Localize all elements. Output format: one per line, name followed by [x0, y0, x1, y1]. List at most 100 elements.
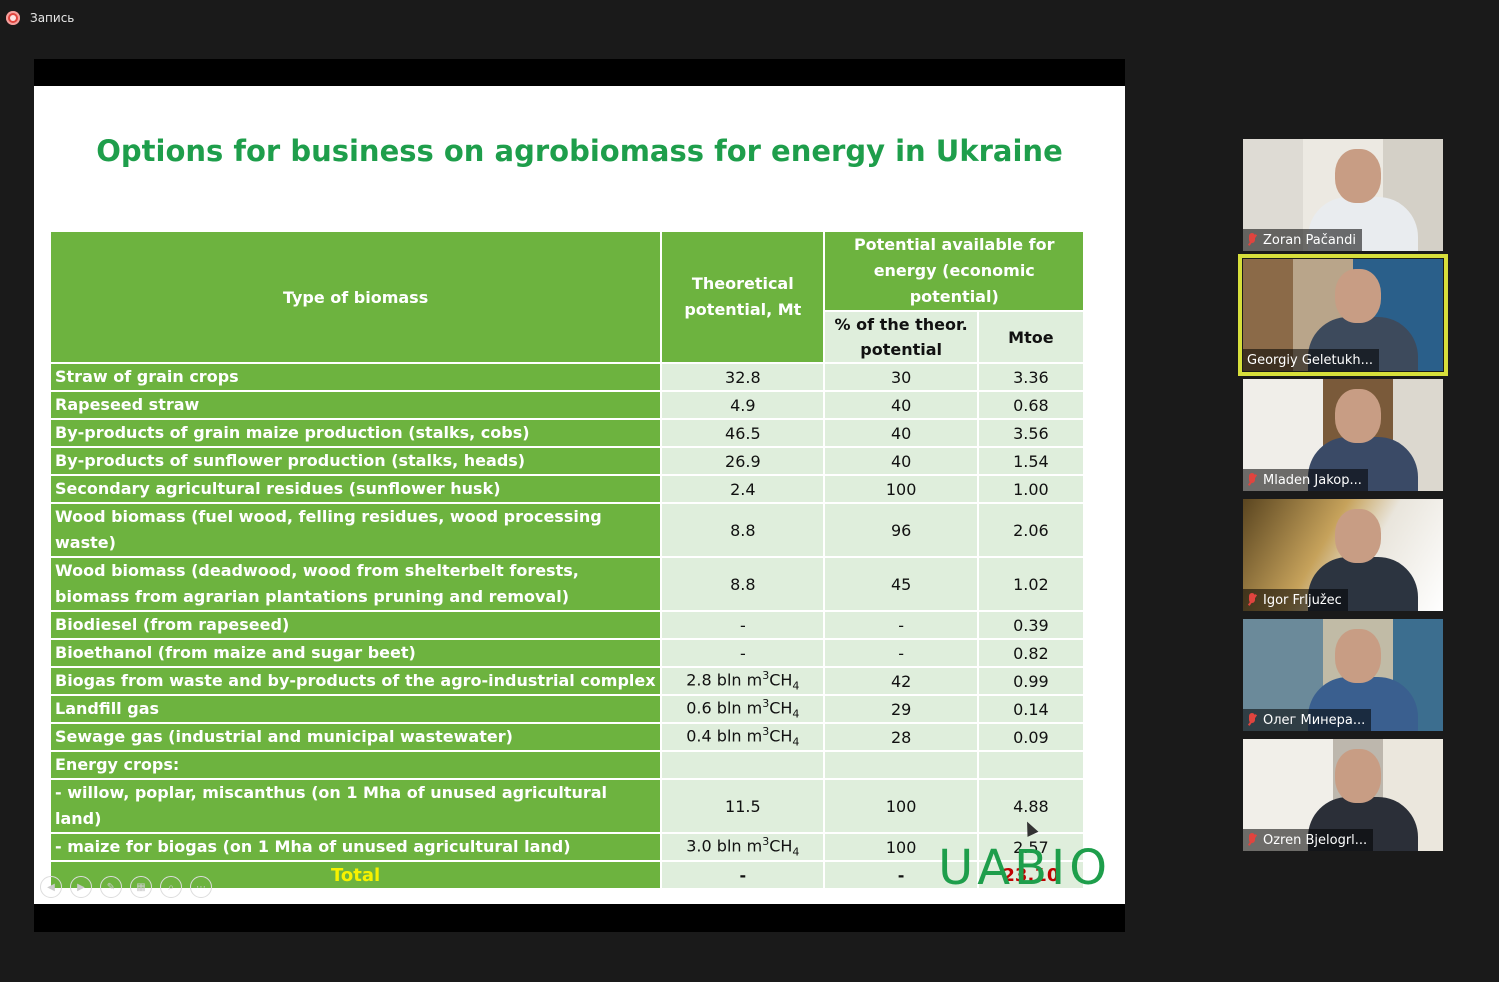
participant-tile[interactable]: Igor Frljužec [1243, 499, 1443, 611]
theoretical-num: 0.6 [686, 698, 712, 718]
theoretical-sup: 3 [762, 725, 770, 739]
mtoe-value: 3.36 [976, 362, 1086, 392]
header-mtoe: Mtoe [976, 310, 1086, 364]
percent-value: 40 [823, 390, 979, 420]
table-row: Secondary agricultural residues (sunflow… [48, 474, 1086, 504]
percent-value: 30 [823, 362, 979, 392]
participant-name-tag: Mladen Jakop... [1243, 469, 1368, 491]
participant-name-tag: Georgiy Geletukh... [1243, 349, 1380, 371]
biomass-type: Rapeseed straw [48, 390, 663, 420]
biomass-type: - willow, poplar, miscanthus (on 1 Mha o… [48, 778, 663, 834]
percent-value: 29 [823, 694, 979, 724]
table-row: By-products of sunflower production (sta… [48, 446, 1086, 476]
header-available: Potential available for energy (economic… [823, 230, 1085, 312]
recording-indicator[interactable]: Запись [6, 8, 74, 28]
percent-value: 100 [823, 474, 979, 504]
muted-mic-icon [1247, 833, 1257, 847]
header-theoretical: Theoretical potential, Mt [660, 230, 826, 364]
muted-mic-icon [1247, 233, 1257, 247]
more-options-icon[interactable]: ⋯ [190, 876, 212, 898]
theoretical-unit: bln m [716, 670, 763, 690]
theoretical-value [660, 750, 826, 780]
table-row: Biogas from waste and by-products of the… [48, 666, 1086, 696]
percent-value: 100 [823, 778, 979, 834]
mtoe-value: 0.68 [976, 390, 1086, 420]
theoretical-unit: bln m [716, 726, 763, 746]
participant-name-tag: Zoran Pačandi [1243, 229, 1362, 251]
recording-label: Запись [30, 11, 75, 25]
theoretical-sub: 4 [792, 735, 800, 749]
theoretical-sup: 3 [762, 835, 770, 849]
percent-value: - [823, 610, 979, 640]
participant-head [1335, 149, 1381, 203]
theoretical-unit: bln m [716, 698, 763, 718]
biomass-type: Straw of grain crops [48, 362, 663, 392]
participant-tile[interactable]: Georgiy Geletukh... [1238, 254, 1448, 376]
participant-tile[interactable]: Mladen Jakop... [1243, 379, 1443, 491]
table-row: - maize for biogas (on 1 Mha of unused a… [48, 832, 1086, 862]
theoretical-value: 46.5 [660, 418, 826, 448]
theoretical-gas: CH [769, 726, 793, 746]
table-row: By-products of grain maize production (s… [48, 418, 1086, 448]
biomass-type: Wood biomass (fuel wood, felling residue… [48, 502, 663, 558]
mtoe-value: 2.57 [976, 832, 1086, 862]
uabio-logo: UABIO [938, 840, 1111, 896]
pen-icon[interactable]: ✎ [100, 876, 122, 898]
theoretical-value: 11.5 [660, 778, 826, 834]
slides-grid-icon[interactable]: ▦ [130, 876, 152, 898]
participant-name-tag: Ozren Bjelogrl... [1243, 829, 1374, 851]
participant-name: Mladen Jakop... [1263, 472, 1362, 488]
mtoe-value: 0.82 [976, 638, 1086, 668]
header-percent: % of the theor. potential [823, 310, 979, 364]
biomass-type: Biogas from waste and by-products of the… [48, 666, 663, 696]
screen-share-area: Options for business on agrobiomass for … [34, 59, 1125, 932]
table-row: - willow, poplar, miscanthus (on 1 Mha o… [48, 778, 1086, 834]
theoretical-num: 2.8 [686, 670, 712, 690]
mtoe-value: 0.14 [976, 694, 1086, 724]
theoretical-value: 2.4 [660, 474, 826, 504]
table-row: Rapeseed straw 4.9 40 0.68 [48, 390, 1086, 420]
presentation-slide: Options for business on agrobiomass for … [34, 86, 1125, 904]
table-row: Wood biomass (deadwood, wood from shelte… [48, 556, 1086, 612]
biomass-type: Sewage gas (industrial and municipal was… [48, 722, 663, 752]
biomass-table: Type of biomass Theoretical potential, M… [48, 230, 1086, 890]
biomass-type: Secondary agricultural residues (sunflow… [48, 474, 663, 504]
participant-tile[interactable]: Олег Минера... [1243, 619, 1443, 731]
participant-name: Igor Frljužec [1263, 592, 1342, 608]
theoretical-value: 8.8 [660, 502, 826, 558]
mtoe-value: 0.09 [976, 722, 1086, 752]
biomass-type: Wood biomass (deadwood, wood from shelte… [48, 556, 663, 612]
biomass-type: Energy crops: [48, 750, 663, 780]
table-row: Energy crops: [48, 750, 1086, 780]
table-row: Landfill gas 0.6 bln m3CH4 29 0.14 [48, 694, 1086, 724]
percent-value: 45 [823, 556, 979, 612]
header-type: Type of biomass [48, 230, 663, 364]
zoom-icon[interactable]: ⌕ [160, 876, 182, 898]
participant-head [1335, 269, 1381, 323]
participant-tile[interactable]: Ozren Bjelogrl... [1243, 739, 1443, 851]
theoretical-value: 0.4 bln m3CH4 [660, 722, 826, 752]
theoretical-value: 4.9 [660, 390, 826, 420]
theoretical-value: 26.9 [660, 446, 826, 476]
percent-value: 96 [823, 502, 979, 558]
theoretical-sub: 4 [792, 679, 800, 693]
percent-value: 42 [823, 666, 979, 696]
theoretical-value: 3.0 bln m3CH4 [660, 832, 826, 862]
table-row: Wood biomass (fuel wood, felling residue… [48, 502, 1086, 558]
biomass-type: Landfill gas [48, 694, 663, 724]
mtoe-value: 4.88 [976, 778, 1086, 834]
table-row: Biodiesel (from rapeseed) - -0.39 [48, 610, 1086, 640]
theoretical-sup: 3 [762, 669, 770, 683]
theoretical-gas: CH [769, 836, 793, 856]
mtoe-value: 0.99 [976, 666, 1086, 696]
next-slide-icon[interactable]: ▶ [70, 876, 92, 898]
total-percent: - [823, 860, 979, 890]
table-row: Bioethanol (from maize and sugar beet) - -… [48, 638, 1086, 668]
participant-panel: Zoran Pačandi Georgiy Geletukh... Mladen J… [1238, 139, 1448, 859]
participant-tile[interactable]: Zoran Pačandi [1243, 139, 1443, 251]
biomass-type: - maize for biogas (on 1 Mha of unused a… [48, 832, 663, 862]
participant-name: Ozren Bjelogrl... [1263, 832, 1368, 848]
percent-value: - [823, 638, 979, 668]
prev-slide-icon[interactable]: ◀ [40, 876, 62, 898]
muted-mic-icon [1247, 713, 1257, 727]
